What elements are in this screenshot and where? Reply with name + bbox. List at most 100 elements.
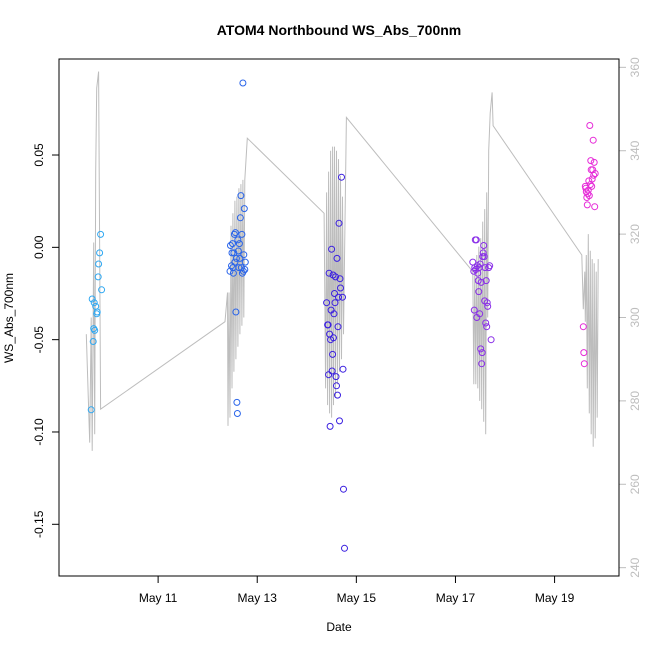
data-point xyxy=(94,273,102,281)
y-axis-label: WS_Abs_700nm xyxy=(2,273,16,363)
y2-tick-label: 320 xyxy=(628,224,642,244)
data-point xyxy=(97,230,105,238)
data-point xyxy=(579,323,587,331)
data-point xyxy=(228,249,236,257)
secondary-line-layer xyxy=(85,71,599,451)
data-point xyxy=(332,373,340,381)
x-tick-label: May 15 xyxy=(337,591,377,605)
data-point xyxy=(87,406,95,414)
data-point xyxy=(238,230,246,238)
data-point xyxy=(240,205,248,213)
data-point xyxy=(231,229,239,237)
data-point xyxy=(323,299,331,307)
data-point xyxy=(591,203,599,211)
series-5 xyxy=(579,122,599,368)
data-point xyxy=(332,273,339,281)
secondary-series-line xyxy=(85,71,599,451)
data-point xyxy=(587,157,595,165)
data-point xyxy=(484,302,492,310)
data-point xyxy=(482,277,490,285)
data-point xyxy=(232,254,240,262)
y-tick-label: 0.00 xyxy=(32,235,46,259)
data-point xyxy=(336,417,343,425)
data-point xyxy=(476,310,484,318)
y2-tick-label: 240 xyxy=(628,557,642,577)
data-point xyxy=(93,308,101,316)
data-point xyxy=(232,308,240,316)
y-tick-label: -0.15 xyxy=(32,510,46,538)
data-point xyxy=(231,258,239,266)
data-point xyxy=(470,306,478,314)
x-tick-label: May 13 xyxy=(238,591,278,605)
data-point xyxy=(331,290,338,297)
data-point xyxy=(588,182,596,190)
data-point xyxy=(580,360,588,368)
data-point xyxy=(331,299,339,307)
data-point xyxy=(334,323,342,331)
data-point xyxy=(580,349,588,357)
data-point xyxy=(88,295,96,303)
data-point xyxy=(234,236,242,244)
data-point xyxy=(237,192,245,200)
data-point xyxy=(98,286,106,294)
axes-layer: May 11 May 13 May 15 May 17 May 19 -0.15 -0.10… xyxy=(32,57,642,605)
data-point xyxy=(241,266,249,273)
data-point xyxy=(585,192,593,200)
data-point xyxy=(233,410,241,417)
data-point xyxy=(241,258,249,266)
data-point xyxy=(586,122,594,129)
x-tick-label: May 17 xyxy=(436,591,476,605)
data-point xyxy=(326,422,334,430)
data-point xyxy=(325,269,333,277)
data-point xyxy=(339,365,347,373)
y-tick-label: -0.10 xyxy=(32,418,46,446)
data-point xyxy=(91,326,99,334)
data-point xyxy=(590,171,598,179)
data-point xyxy=(481,264,489,272)
data-point xyxy=(330,310,338,318)
data-point xyxy=(236,254,244,262)
data-point xyxy=(478,360,486,368)
data-point xyxy=(325,371,333,379)
data-point xyxy=(479,249,487,257)
data-point xyxy=(335,219,343,227)
data-point xyxy=(89,338,97,345)
data-point xyxy=(591,170,599,177)
data-point xyxy=(470,267,478,275)
data-point xyxy=(328,367,336,375)
data-point xyxy=(472,236,480,244)
data-point xyxy=(233,398,241,406)
data-point xyxy=(472,266,480,273)
series-1 xyxy=(87,230,106,414)
x-axis-label: Date xyxy=(326,620,352,634)
data-point xyxy=(229,240,236,248)
x-tick-label: May 19 xyxy=(535,591,575,605)
data-point xyxy=(589,136,597,144)
data-point xyxy=(338,173,345,181)
data-point xyxy=(229,269,237,277)
data-point xyxy=(95,260,103,268)
y2-tick-label: 280 xyxy=(628,391,642,411)
data-point xyxy=(584,190,592,198)
data-point xyxy=(476,260,484,268)
data-point xyxy=(475,288,483,296)
y2-tick-label: 300 xyxy=(628,307,642,327)
data-point xyxy=(234,247,242,255)
data-point xyxy=(478,349,486,357)
data-point xyxy=(330,334,337,342)
data-point xyxy=(341,544,348,552)
data-point xyxy=(239,267,247,275)
series-2 xyxy=(226,79,249,417)
data-point xyxy=(333,254,341,262)
data-point xyxy=(340,485,347,493)
data-point xyxy=(334,391,341,399)
data-point xyxy=(227,242,234,249)
y-tick-label: 0.05 xyxy=(32,143,46,167)
data-point xyxy=(585,177,593,185)
series-4 xyxy=(469,236,495,368)
data-point xyxy=(236,214,244,222)
data-point xyxy=(239,79,247,87)
series-3 xyxy=(323,173,348,552)
x-tick-label: May 11 xyxy=(139,591,178,605)
